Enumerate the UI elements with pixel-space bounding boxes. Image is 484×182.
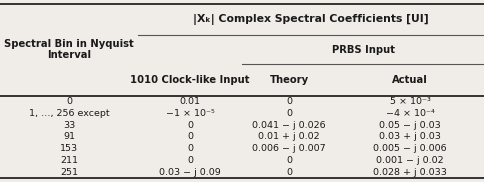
Text: 0.006 − j 0.007: 0.006 − j 0.007 [252, 144, 326, 153]
Text: 0: 0 [286, 97, 292, 106]
Text: 251: 251 [60, 168, 78, 177]
Text: 1010 Clock-like Input: 1010 Clock-like Input [130, 75, 250, 85]
Text: 0.01: 0.01 [180, 97, 200, 106]
Text: 0: 0 [286, 109, 292, 118]
Text: 0.01 + j 0.02: 0.01 + j 0.02 [258, 132, 320, 141]
Text: 0: 0 [286, 168, 292, 177]
Text: 0: 0 [187, 156, 193, 165]
Text: 0.03 − j 0.09: 0.03 − j 0.09 [159, 168, 221, 177]
Text: 1, …, 256 except: 1, …, 256 except [29, 109, 109, 118]
Text: −1 × 10⁻⁵: −1 × 10⁻⁵ [166, 109, 214, 118]
Text: PRBS Input: PRBS Input [332, 45, 394, 55]
Text: 0.001 − j 0.02: 0.001 − j 0.02 [377, 156, 444, 165]
Text: Actual: Actual [393, 75, 428, 85]
Text: 0.028 + j 0.033: 0.028 + j 0.033 [373, 168, 447, 177]
Text: 91: 91 [63, 132, 75, 141]
Text: 0.041 − j 0.026: 0.041 − j 0.026 [252, 121, 326, 130]
Text: |Xₖ| Complex Spectral Coefficients [UI]: |Xₖ| Complex Spectral Coefficients [UI] [193, 14, 429, 25]
Text: Theory: Theory [270, 75, 309, 85]
Text: 0.03 + j 0.03: 0.03 + j 0.03 [379, 132, 441, 141]
Text: 5 × 10⁻³: 5 × 10⁻³ [390, 97, 431, 106]
Text: 0: 0 [187, 144, 193, 153]
Text: Spectral Bin in Nyquist
Interval: Spectral Bin in Nyquist Interval [4, 39, 134, 60]
Text: 0: 0 [187, 121, 193, 130]
Text: 211: 211 [60, 156, 78, 165]
Text: 0: 0 [66, 97, 72, 106]
Text: 0.05 − j 0.03: 0.05 − j 0.03 [379, 121, 441, 130]
Text: 0: 0 [286, 156, 292, 165]
Text: 33: 33 [63, 121, 75, 130]
Text: 0.005 − j 0.006: 0.005 − j 0.006 [373, 144, 447, 153]
Text: −4 × 10⁻⁴: −4 × 10⁻⁴ [386, 109, 435, 118]
Text: 153: 153 [60, 144, 78, 153]
Text: 0: 0 [187, 132, 193, 141]
